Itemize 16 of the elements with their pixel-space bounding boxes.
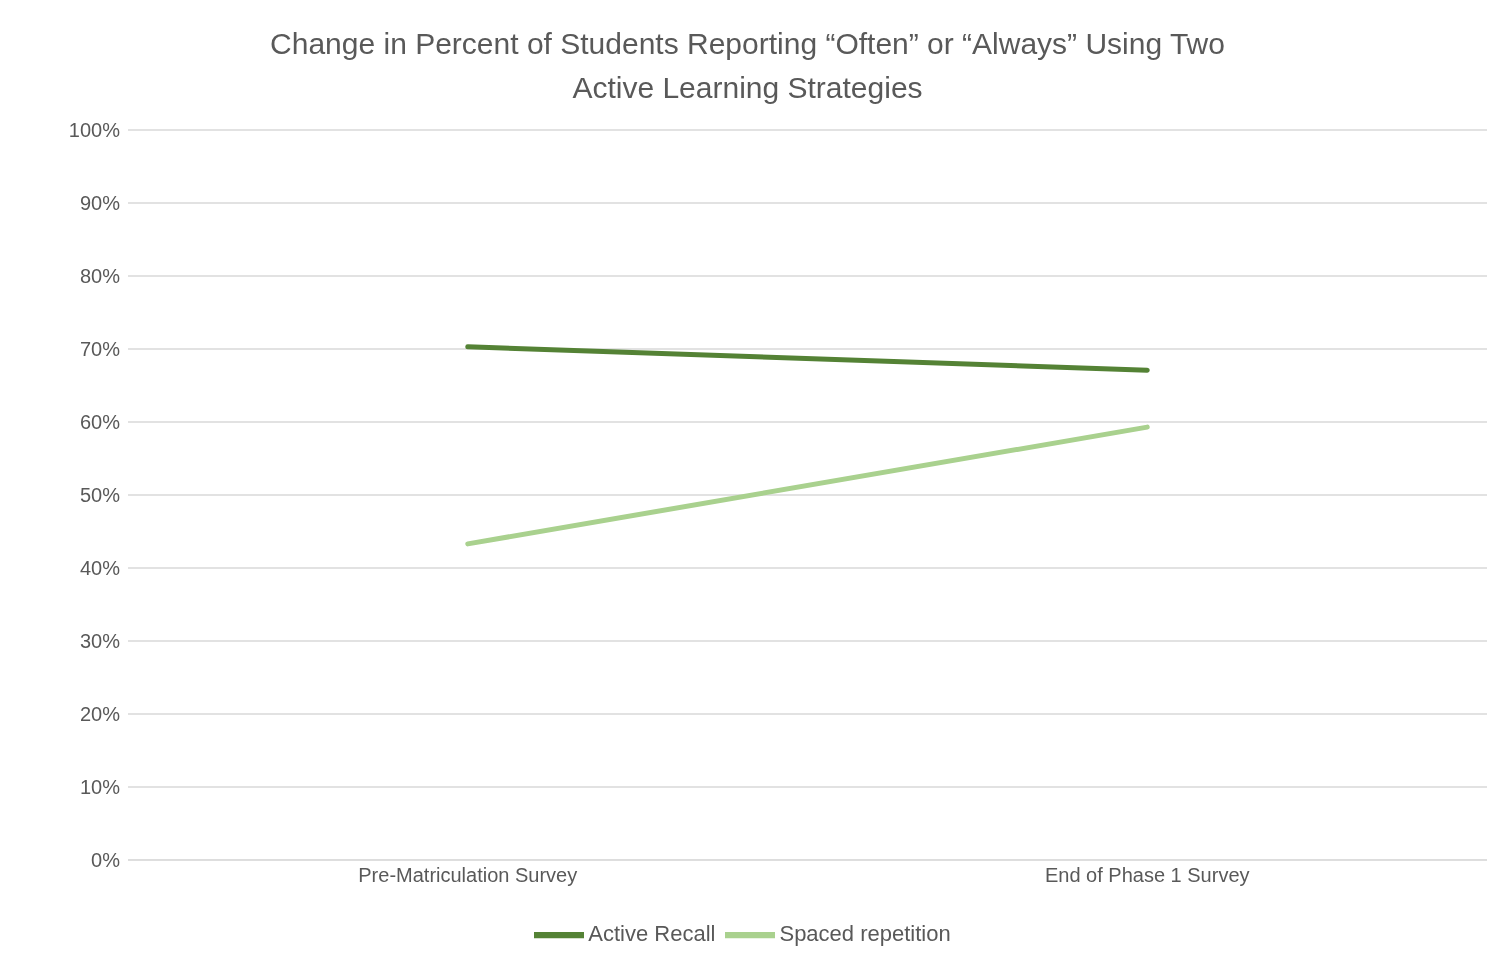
y-tick-label: 90%: [79, 192, 121, 215]
y-tick-label: 0%: [91, 849, 121, 872]
y-tick-label: 100%: [68, 119, 121, 142]
legend-label: Active Recall: [588, 920, 716, 946]
chart-title: Change in Percent of Students Reporting “Often” or “Always” Using Two Active Learning Strategies: [269, 26, 1226, 106]
y-tick-label: 20%: [79, 703, 121, 726]
x-tick-label: End of Phase 1 Survey: [1044, 864, 1250, 887]
y-tick-label: 80%: [79, 265, 121, 288]
y-tick-label: 70%: [79, 338, 121, 361]
x-tick-label: Pre-Matriculation Survey: [358, 864, 578, 887]
y-tick-label: 40%: [79, 557, 121, 580]
y-tick-label: 30%: [79, 630, 121, 653]
legend-label: Spaced repetition: [779, 920, 951, 946]
y-tick-label: 50%: [79, 484, 121, 507]
y-tick-label: 10%: [79, 776, 121, 799]
y-tick-label: 60%: [79, 411, 121, 434]
